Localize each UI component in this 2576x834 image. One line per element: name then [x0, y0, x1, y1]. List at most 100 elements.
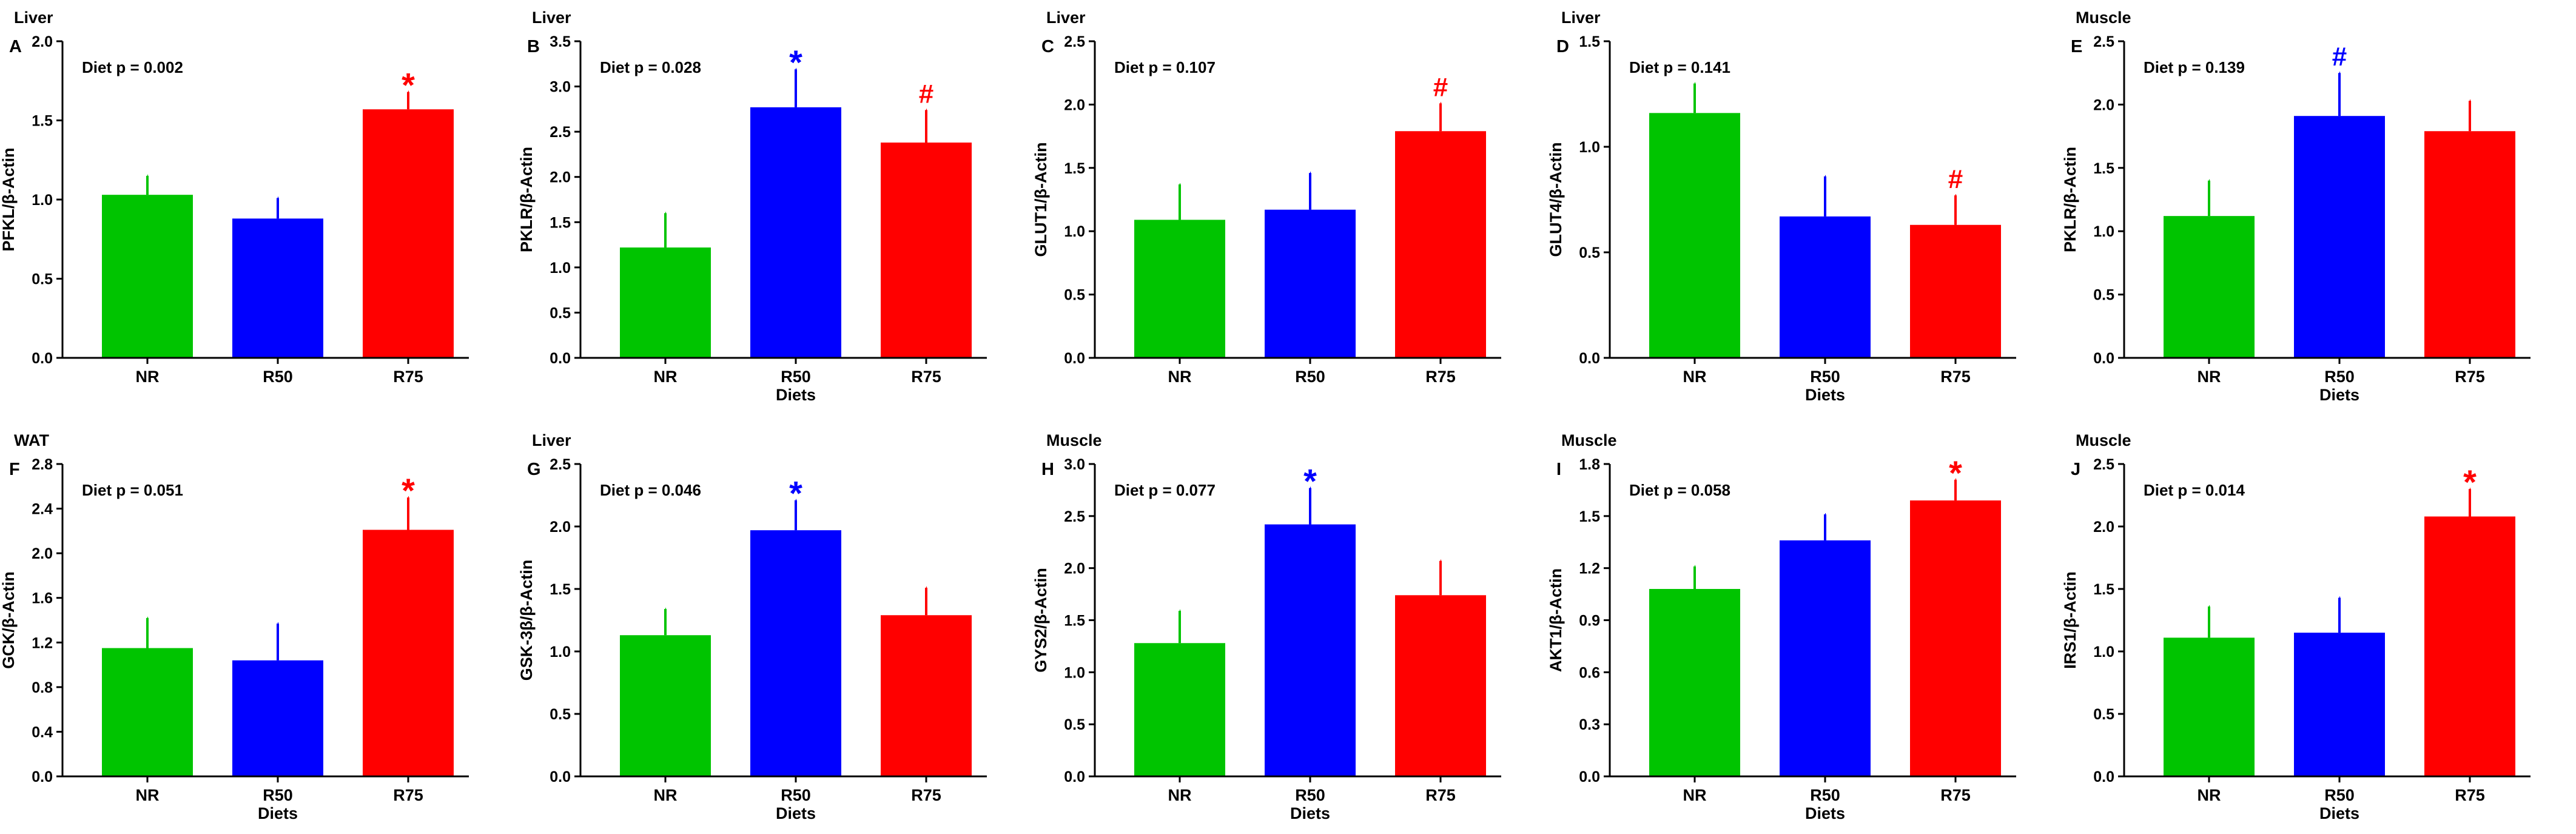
p-value-label: Diet p = 0.014: [2144, 481, 2245, 499]
p-value-label: Diet p = 0.058: [1629, 481, 1730, 499]
x-tick-label: NR: [654, 368, 678, 386]
panel-h: Muscle H Diet p = 0.077 GYS2/β-Actin NR * R50 R…: [1032, 431, 1501, 822]
y-tick-label: 0.6: [1579, 664, 1600, 681]
significance-marker: *: [789, 43, 802, 81]
panel-letter: E: [2071, 37, 2082, 56]
bar-r75: [881, 143, 972, 358]
panel-letter: C: [1041, 37, 1054, 56]
y-tick-label: 1.8: [1579, 456, 1600, 473]
bar-r75: [2424, 131, 2515, 358]
bar-base: [232, 345, 323, 358]
bar-r50: [750, 107, 841, 358]
bar-r50: [1265, 209, 1356, 358]
bar-nr: [2164, 216, 2255, 358]
bar-base: [1265, 763, 1356, 776]
y-axis-label: GLUT4/β-Actin: [1547, 143, 1565, 257]
y-tick-label: 1.2: [1579, 560, 1600, 577]
p-value-label: Diet p = 0.107: [1114, 58, 1216, 76]
panel-e: Muscle E Diet p = 0.139 PKLR/β-Actin NR # R50 R…: [2061, 8, 2531, 404]
bar-r50: [232, 218, 323, 358]
y-tick-label: 1.5: [1064, 613, 1085, 630]
bar-base: [2424, 345, 2515, 358]
y-tick-label: 2.4: [32, 501, 53, 518]
y-tick-label: 2.5: [1064, 33, 1085, 50]
y-tick-label: 1.0: [1579, 139, 1600, 156]
panel-letter: B: [527, 37, 540, 56]
x-tick-label: NR: [654, 786, 678, 804]
panel-g: Liver G Diet p = 0.046 GSK-3β/β-Actin NR * R50…: [517, 431, 987, 822]
panel-f: WAT F Diet p = 0.051 GCK/β-Actin NR R50 * R75 0.…: [0, 431, 469, 822]
panel-letter: A: [9, 37, 22, 56]
bar-base: [1134, 763, 1225, 776]
y-tick-label: 2.0: [550, 519, 571, 536]
bar-nr: [620, 635, 711, 776]
bar-base: [1910, 345, 2001, 358]
x-tick-label: NR: [136, 786, 160, 804]
y-tick-label: 0.0: [2093, 768, 2114, 785]
significance-marker: *: [2463, 463, 2477, 501]
y-tick-label: 2.0: [2093, 96, 2114, 113]
panel-letter: G: [527, 460, 541, 479]
x-tick-label: R75: [1940, 786, 1971, 804]
bar-r50: [2294, 116, 2385, 358]
bar-base: [2294, 763, 2385, 776]
y-tick-label: 2.0: [2093, 519, 2114, 536]
y-tick-label: 0.0: [32, 768, 53, 785]
tissue-label: Liver: [1561, 8, 1601, 27]
y-tick-label: 2.5: [1064, 508, 1085, 525]
x-tick-label: NR: [1683, 368, 1707, 386]
y-tick-label: 3.0: [550, 79, 571, 96]
significance-marker: #: [1948, 164, 1963, 194]
y-tick-label: 0.5: [1064, 716, 1085, 733]
y-tick-label: 3.5: [550, 33, 571, 50]
x-tick-label: R75: [911, 368, 941, 386]
bar-base: [881, 763, 972, 776]
y-tick-label: 2.5: [2093, 33, 2114, 50]
bar-base: [620, 345, 711, 358]
y-tick-label: 2.5: [550, 124, 571, 141]
x-axis-label: Diets: [2319, 804, 2359, 822]
bar-base: [881, 345, 972, 358]
panel-letter: J: [2071, 460, 2080, 479]
y-tick-label: 1.5: [550, 581, 571, 598]
significance-marker: #: [1433, 72, 1448, 102]
y-tick-label: 0.9: [1579, 613, 1600, 630]
bar-nr: [1649, 113, 1740, 358]
p-value-label: Diet p = 0.077: [1114, 481, 1216, 499]
y-tick-label: 0.5: [550, 304, 571, 321]
y-tick-label: 0.5: [1579, 244, 1600, 261]
bar-r50: [232, 660, 323, 776]
y-tick-label: 0.5: [1064, 287, 1085, 304]
bar-base: [1649, 763, 1740, 776]
y-axis-label: AKT1/β-Actin: [1547, 568, 1565, 672]
y-tick-label: 1.0: [1064, 664, 1085, 681]
y-tick-label: 2.0: [32, 545, 53, 562]
y-tick-label: 0.4: [32, 724, 53, 741]
y-tick-label: 1.5: [32, 113, 53, 130]
x-axis-label: Diets: [776, 804, 816, 822]
y-tick-label: 0.0: [550, 350, 571, 367]
bar-base: [1134, 345, 1225, 358]
bar-base: [750, 345, 841, 358]
y-axis-label: PKLR/β-Actin: [517, 147, 536, 252]
y-tick-label: 0.0: [1064, 768, 1085, 785]
p-value-label: Diet p = 0.139: [2144, 58, 2245, 76]
bar-base: [750, 763, 841, 776]
significance-marker: #: [919, 79, 933, 109]
x-axis-label: Diets: [1805, 386, 1845, 404]
p-value-label: Diet p = 0.028: [600, 58, 701, 76]
y-tick-label: 2.0: [32, 33, 53, 50]
significance-marker: #: [2332, 42, 2347, 72]
tissue-label: Muscle: [1561, 431, 1617, 449]
p-value-label: Diet p = 0.046: [600, 481, 701, 499]
tissue-label: Liver: [14, 8, 53, 27]
y-tick-label: 1.0: [2093, 644, 2114, 661]
y-tick-label: 2.8: [32, 456, 53, 473]
significance-marker: *: [789, 474, 802, 513]
panel-a: Liver A Diet p = 0.002 PFKL/β-Actin NR R50 * R7…: [0, 8, 469, 386]
x-tick-label: NR: [2198, 786, 2221, 804]
panel-j: Muscle J Diet p = 0.014 IRS1/β-Actin NR R50 * R…: [2061, 431, 2531, 822]
x-axis-label: Diets: [1290, 804, 1330, 822]
x-tick-label: R75: [2455, 368, 2485, 386]
